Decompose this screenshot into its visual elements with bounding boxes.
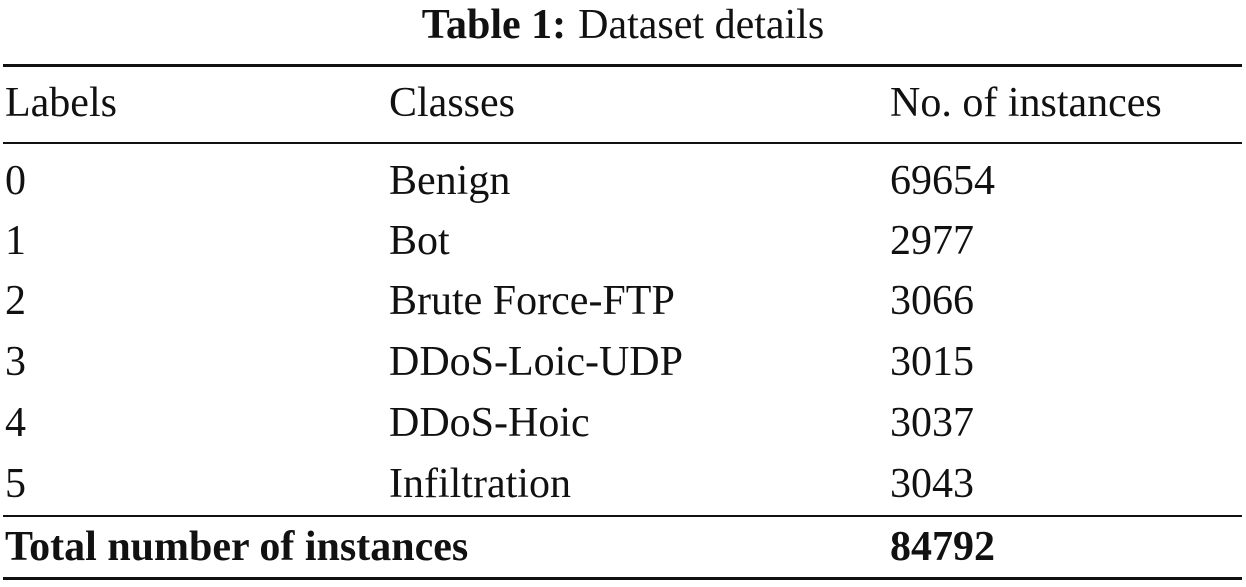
- row-label: 3: [5, 339, 26, 385]
- table-row: 0 Benign 69654: [0, 151, 1246, 211]
- row-count: 3066: [890, 278, 974, 324]
- table-caption-label: Table 1:: [421, 2, 567, 48]
- total-label: Total number of instances: [5, 524, 469, 570]
- row-count: 69654: [890, 158, 995, 204]
- row-class: DDoS-Hoic: [389, 400, 590, 446]
- table-header-rule: [3, 142, 1242, 144]
- row-count: 3015: [890, 339, 974, 385]
- header-classes: Classes: [389, 80, 515, 126]
- table-row: 2 Brute Force-FTP 3066: [0, 271, 1246, 331]
- total-value: 84792: [890, 524, 995, 570]
- row-label: 4: [5, 400, 26, 446]
- table-caption: Table 1: Dataset details: [0, 0, 1246, 50]
- row-class: Benign: [389, 158, 511, 204]
- row-class: Bot: [389, 218, 450, 264]
- row-count: 3043: [890, 461, 974, 507]
- header-labels: Labels: [5, 80, 117, 126]
- row-label: 2: [5, 278, 26, 324]
- row-label: 0: [5, 158, 26, 204]
- row-label: 5: [5, 461, 26, 507]
- table-row: 3 DDoS-Loic-UDP 3015: [0, 332, 1246, 392]
- table-bottom-rule: [3, 577, 1242, 580]
- table-total-row: Total number of instances 84792: [0, 517, 1246, 577]
- row-class: Brute Force-FTP: [389, 278, 675, 324]
- row-count: 2977: [890, 218, 974, 264]
- table-header-row: Labels Classes No. of instances: [0, 73, 1246, 133]
- row-class: DDoS-Loic-UDP: [389, 339, 683, 385]
- table-top-rule: [3, 64, 1242, 67]
- row-label: 1: [5, 218, 26, 264]
- header-instances: No. of instances: [890, 80, 1162, 126]
- row-count: 3037: [890, 400, 974, 446]
- table-row: 4 DDoS-Hoic 3037: [0, 393, 1246, 453]
- table-row: 5 Infiltration 3043: [0, 454, 1246, 514]
- table-total-rule: [3, 515, 1242, 517]
- row-class: Infiltration: [389, 461, 571, 507]
- table-caption-text: Dataset details: [578, 2, 825, 48]
- table-row: 1 Bot 2977: [0, 211, 1246, 271]
